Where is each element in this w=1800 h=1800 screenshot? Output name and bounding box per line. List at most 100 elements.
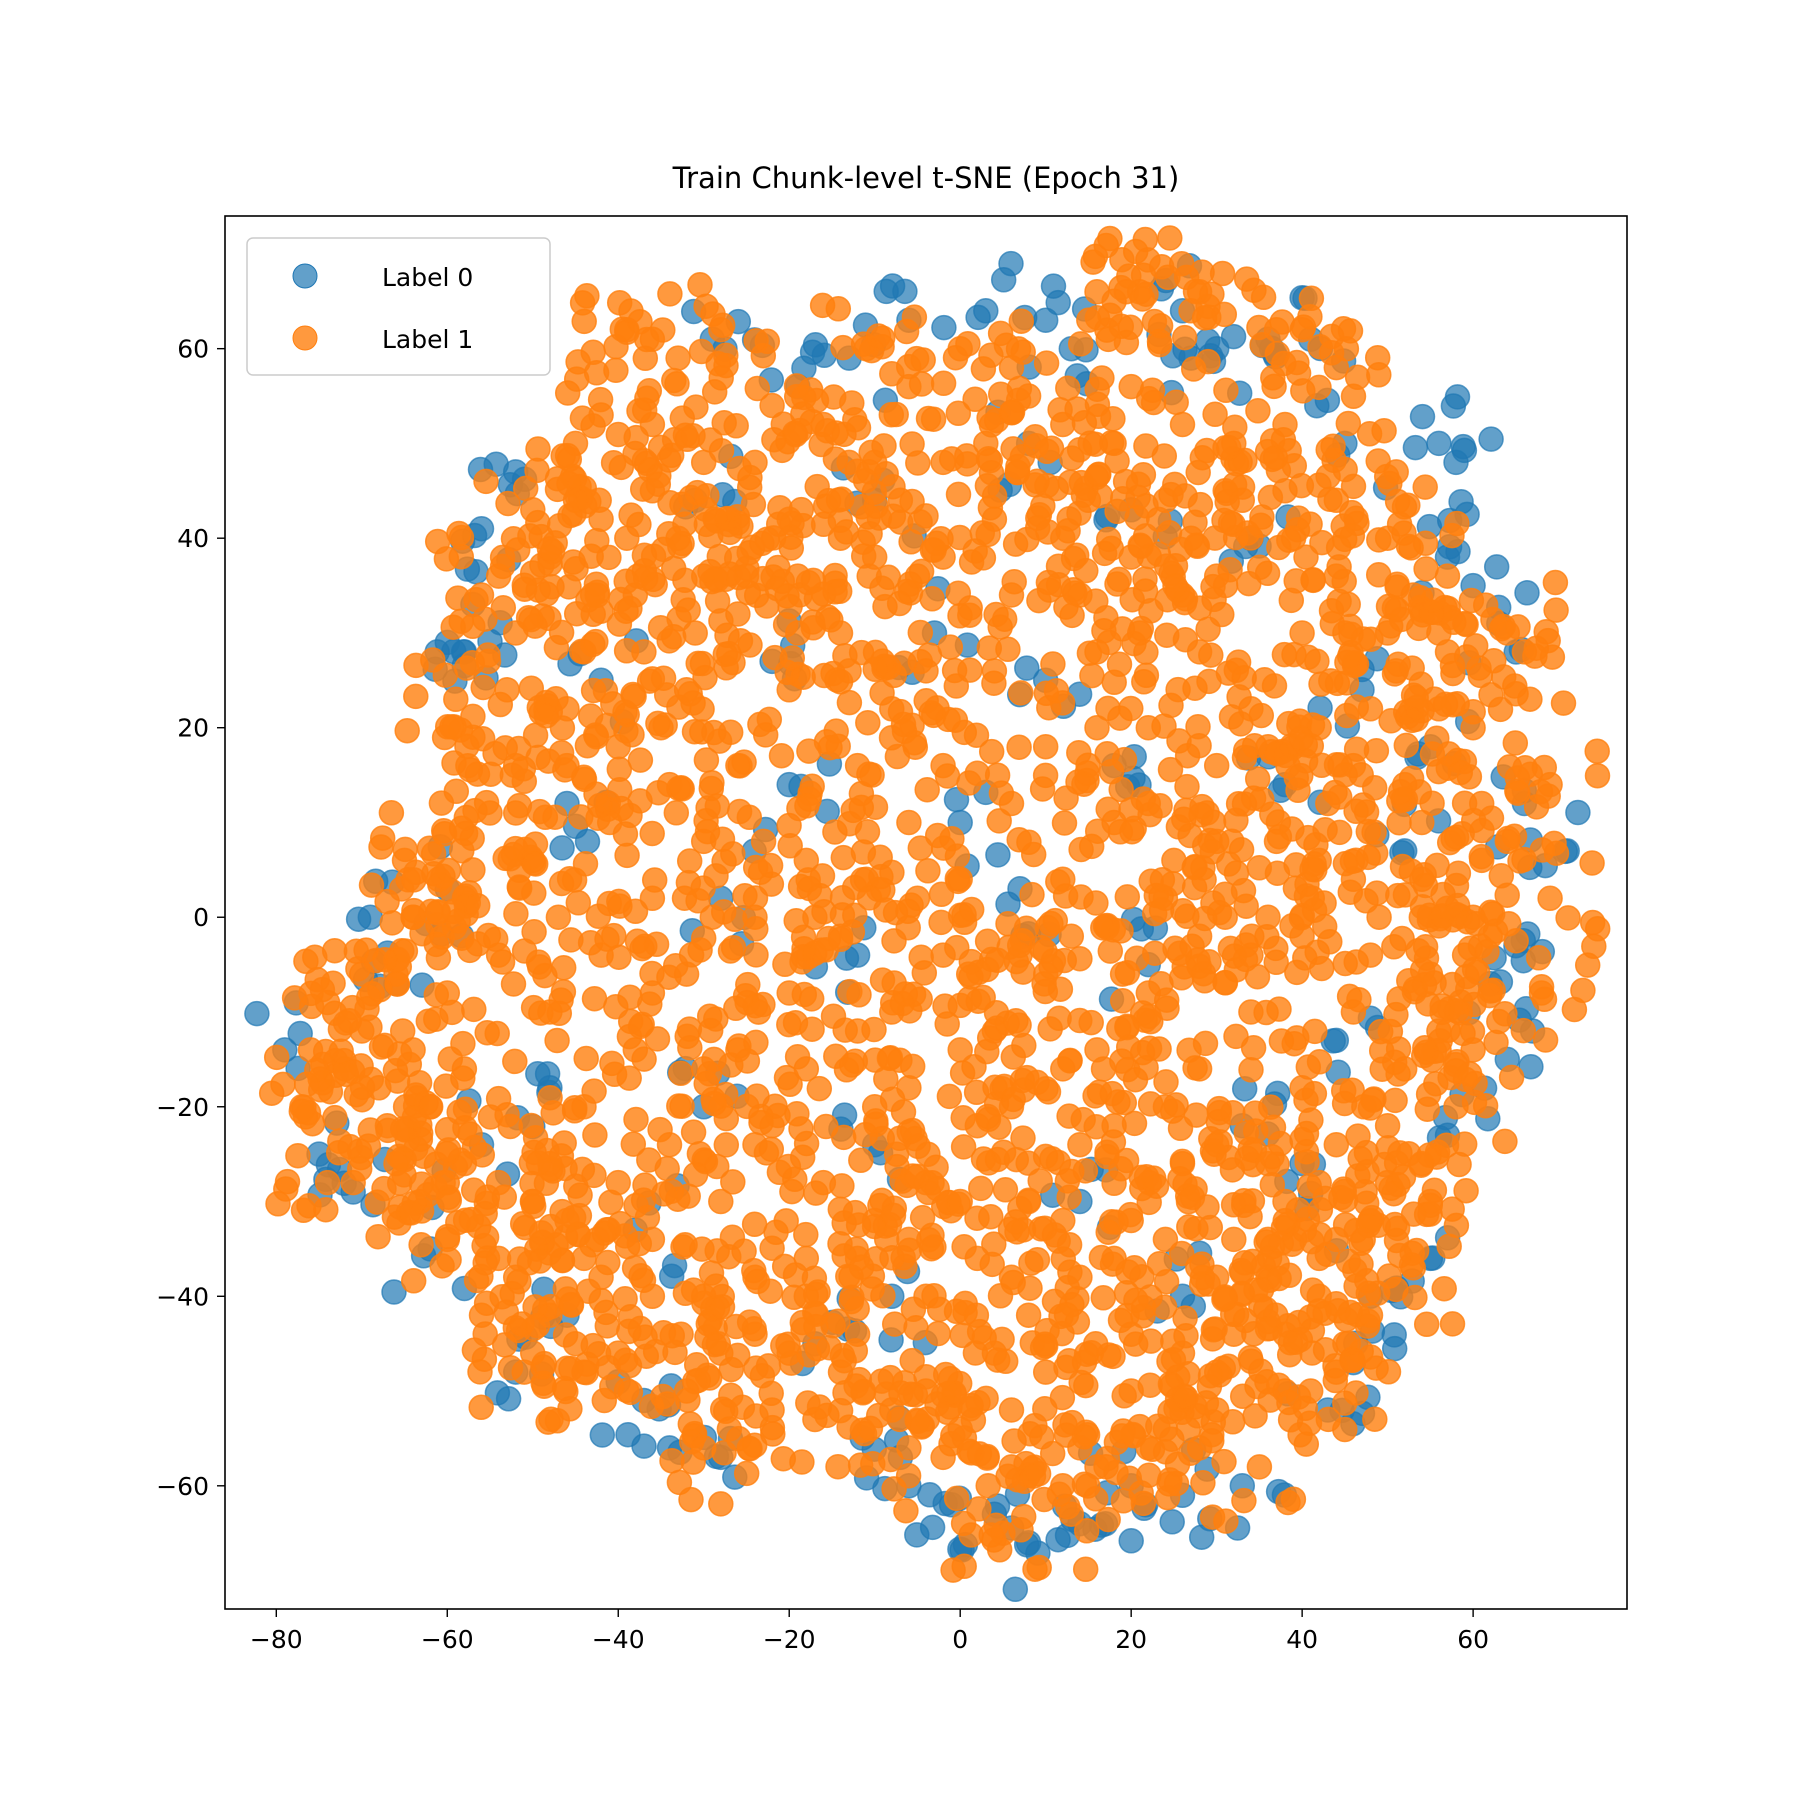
scatter-point-label-1 — [991, 606, 1018, 632]
scatter-point-label-1 — [1119, 818, 1145, 845]
scatter-point-label-1 — [938, 446, 965, 472]
scatter-point-label-1 — [811, 898, 837, 925]
scatter-point-label-1 — [1043, 677, 1070, 704]
scatter-point-label-1 — [966, 1318, 993, 1345]
scatter-point-label-1 — [1068, 1369, 1094, 1396]
scatter-point-label-1 — [1412, 1034, 1438, 1061]
scatter-point-label-1 — [1109, 616, 1136, 642]
scatter-point-label-1 — [838, 1288, 865, 1315]
scatter-point-label-1 — [1326, 819, 1353, 846]
scatter-point-label-1 — [552, 1322, 579, 1348]
scatter-point-label-1 — [750, 828, 777, 855]
y-tick-label: −40 — [156, 1282, 209, 1311]
scatter-point-label-1 — [915, 858, 941, 884]
scatter-point-label-1 — [497, 1355, 524, 1381]
scatter-point-label-1 — [703, 1273, 729, 1299]
scatter-point-label-1 — [524, 1312, 551, 1339]
scatter-point-label-1 — [825, 1453, 851, 1480]
scatter-point-label-1 — [408, 1232, 434, 1258]
scatter-point-label-0 — [985, 842, 1011, 868]
scatter-point-label-1 — [1015, 1187, 1042, 1214]
scatter-point-label-1 — [970, 1146, 997, 1172]
scatter-point-label-1 — [1117, 1201, 1144, 1228]
scatter-point-label-1 — [1429, 903, 1456, 929]
scatter-point-label-1 — [704, 1153, 730, 1180]
scatter-point-label-1 — [783, 907, 809, 934]
scatter-point-label-1 — [1221, 1226, 1247, 1253]
scatter-point-label-1 — [1052, 883, 1079, 909]
scatter-point-label-1 — [936, 1083, 963, 1110]
scatter-point-label-1 — [1082, 243, 1109, 270]
scatter-point-label-1 — [947, 1188, 973, 1215]
scatter-point-label-1 — [321, 937, 348, 964]
scatter-point-label-1 — [1543, 597, 1569, 623]
legend-box — [246, 237, 551, 376]
scatter-point-label-1 — [1486, 1008, 1512, 1035]
scatter-point-label-1 — [1443, 1057, 1469, 1084]
scatter-point-label-1 — [1216, 434, 1242, 461]
scatter-point-label-1 — [1472, 1092, 1499, 1119]
scatter-point-label-1 — [1436, 1233, 1462, 1260]
scatter-point-label-1 — [1121, 1254, 1148, 1281]
scatter-point-label-1 — [1203, 752, 1230, 779]
scatter-point-label-1 — [1167, 1115, 1194, 1142]
scatter-point-label-1 — [920, 702, 947, 729]
scatter-point-label-1 — [1200, 573, 1226, 600]
scatter-point-label-1 — [1232, 946, 1259, 973]
scatter-point-label-1 — [1272, 411, 1298, 438]
scatter-point-label-1 — [1323, 1290, 1349, 1317]
scatter-point-label-1 — [881, 928, 907, 954]
scatter-point-label-1 — [495, 490, 521, 517]
scatter-point-label-1 — [880, 503, 907, 530]
scatter-point-label-1 — [1389, 853, 1416, 880]
scatter-point-label-1 — [744, 375, 771, 402]
scatter-point-label-1 — [801, 1265, 828, 1292]
scatter-point-label-1 — [919, 586, 945, 612]
scatter-point-label-1 — [446, 520, 472, 547]
scatter-point-label-1 — [800, 567, 827, 594]
scatter-point-label-1 — [1095, 1219, 1121, 1245]
scatter-point-label-1 — [1382, 1087, 1408, 1114]
scatter-point-label-1 — [975, 1473, 1001, 1499]
scatter-point-label-1 — [1332, 850, 1359, 877]
scatter-point-label-1 — [1003, 1209, 1029, 1235]
scatter-point-label-1 — [389, 1116, 416, 1142]
scatter-point-label-1 — [1029, 776, 1056, 802]
scatter-point-label-1 — [957, 657, 983, 683]
scatter-point-label-1 — [1211, 1448, 1237, 1475]
scatter-point-label-1 — [920, 406, 947, 432]
scatter-point-label-1 — [577, 929, 604, 956]
scatter-point-label-1 — [907, 835, 934, 861]
scatter-point-label-1 — [1229, 487, 1256, 514]
scatter-point-label-1 — [372, 946, 398, 973]
scatter-point-label-1 — [987, 1283, 1014, 1309]
scatter-point-label-1 — [460, 1177, 487, 1203]
scatter-point-label-1 — [1171, 1383, 1197, 1409]
scatter-point-label-1 — [1289, 620, 1315, 646]
scatter-point-label-1 — [384, 1068, 411, 1094]
scatter-point-label-1 — [1100, 1343, 1126, 1370]
scatter-point-label-1 — [647, 1116, 673, 1143]
scatter-point-label-1 — [761, 426, 787, 453]
scatter-point-label-1 — [945, 400, 972, 427]
scatter-point-label-1 — [777, 1071, 803, 1098]
scatter-point-label-1 — [439, 714, 465, 740]
scatter-point-label-1 — [1502, 730, 1529, 756]
scatter-point-label-1 — [587, 792, 613, 819]
scatter-point-label-0 — [1220, 323, 1247, 350]
scatter-point-label-1 — [1127, 532, 1153, 558]
scatter-point-label-1 — [478, 761, 504, 787]
scatter-point-label-1 — [877, 1446, 904, 1473]
scatter-point-label-1 — [492, 735, 518, 761]
scatter-point-label-1 — [1245, 398, 1271, 424]
scatter-point-label-1 — [436, 1187, 463, 1213]
scatter-point-label-1 — [1434, 563, 1461, 589]
scatter-point-label-1 — [607, 1210, 634, 1237]
scatter-point-label-1 — [668, 1060, 694, 1087]
scatter-point-label-1 — [1186, 953, 1212, 980]
scatter-point-label-1 — [1207, 1129, 1233, 1155]
scatter-point-label-1 — [1288, 472, 1315, 499]
scatter-point-label-1 — [1013, 915, 1040, 942]
scatter-point-label-1 — [930, 370, 957, 397]
scatter-point-label-1 — [1139, 377, 1166, 403]
